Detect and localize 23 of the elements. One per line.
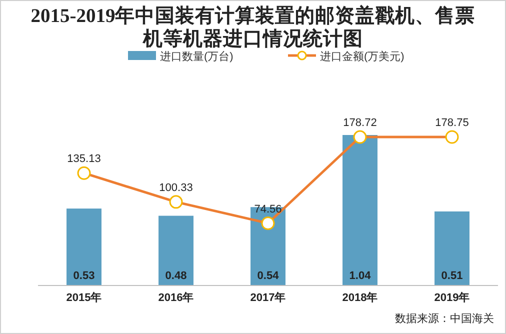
data-label: 1.04 xyxy=(349,270,372,282)
data-label: 0.48 xyxy=(165,270,187,282)
data-label: 74.56 xyxy=(254,203,282,216)
x-tick-label: 2018年 xyxy=(342,291,378,304)
data-label: 0.53 xyxy=(73,270,95,282)
x-tick-label: 2015年 xyxy=(66,291,102,304)
source-note: 数据来源：中国海关 xyxy=(395,312,494,325)
x-tick-label: 2017年 xyxy=(250,291,286,304)
bar xyxy=(66,208,102,285)
legend-label: 进口数量(万台) xyxy=(160,50,234,63)
data-label: 100.33 xyxy=(159,182,193,194)
x-tick-label: 2019年 xyxy=(434,291,470,304)
data-label: 178.75 xyxy=(435,117,469,129)
bar xyxy=(158,216,194,285)
data-label: 0.54 xyxy=(257,270,280,282)
x-tick-label: 2016年 xyxy=(158,291,194,304)
legend-label: 进口金额(万美元) xyxy=(320,50,404,63)
data-label: 178.72 xyxy=(343,117,377,130)
data-label: 0.51 xyxy=(441,270,463,282)
chart-title: 2015-2019年中国装有计算装置的邮资盖戳机、售票机等机器进口情况统计图 xyxy=(30,4,476,50)
bar xyxy=(342,135,378,285)
bar xyxy=(434,211,470,285)
data-label: 135.13 xyxy=(67,153,101,166)
